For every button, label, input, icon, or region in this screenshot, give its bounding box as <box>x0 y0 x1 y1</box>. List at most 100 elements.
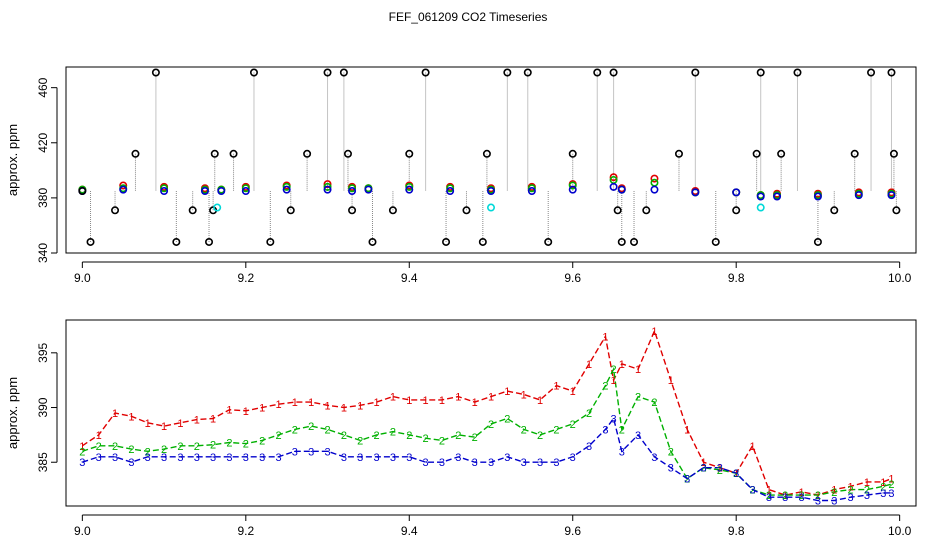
series-marker-2: 2 <box>96 441 102 453</box>
series-marker-3: 3 <box>684 474 690 486</box>
bottom-plot-y-tick-label: 385 <box>36 452 50 472</box>
series-marker-3: 3 <box>733 468 739 480</box>
series-marker-3: 3 <box>112 452 118 464</box>
top-plot-x-tick-label: 9.0 <box>74 271 91 285</box>
series-marker-3: 3 <box>145 452 151 464</box>
data-point-black <box>78 187 87 196</box>
data-point-green <box>650 178 659 187</box>
series-marker-2: 2 <box>275 430 281 442</box>
series-marker-1: 1 <box>145 418 151 430</box>
data-point-black <box>172 237 181 246</box>
series-marker-1: 1 <box>423 395 429 407</box>
top-plot-x-tick-label: 9.6 <box>564 271 581 285</box>
data-point-blue <box>160 187 169 196</box>
series-marker-2: 2 <box>504 413 510 425</box>
series-marker-3: 3 <box>700 463 706 475</box>
series-marker-1: 1 <box>586 359 592 371</box>
series-marker-2: 2 <box>880 481 886 493</box>
series-marker-2: 2 <box>570 419 576 431</box>
data-point-black <box>867 68 876 77</box>
series-marker-3: 3 <box>455 452 461 464</box>
series-marker-3: 3 <box>521 457 527 469</box>
data-point-black <box>368 237 377 246</box>
series-marker-2: 2 <box>521 424 527 436</box>
bottom-plot-frame <box>65 319 917 507</box>
series-marker-1: 1 <box>341 403 347 415</box>
series-marker-1: 1 <box>651 326 657 338</box>
series-marker-2: 2 <box>357 435 363 447</box>
series-marker-2: 2 <box>79 446 85 458</box>
series-marker-1: 1 <box>749 441 755 453</box>
data-point-black <box>339 68 348 77</box>
series-marker-2: 2 <box>243 439 249 451</box>
data-point-green <box>348 184 357 193</box>
series-marker-1: 1 <box>799 487 805 499</box>
data-point-blue <box>854 191 863 200</box>
series-marker-2: 2 <box>210 440 216 452</box>
data-point-black <box>111 206 120 215</box>
data-point-black <box>151 68 160 77</box>
top-plot-stems <box>90 72 897 242</box>
series-marker-2: 2 <box>635 392 641 404</box>
data-point-black <box>229 149 238 158</box>
data-point-black <box>593 68 602 77</box>
data-point-black <box>830 206 839 215</box>
data-point-black <box>323 68 332 77</box>
series-marker-3: 3 <box>749 485 755 497</box>
series-marker-1: 1 <box>521 389 527 401</box>
top-plot-x-tick-label: 10.0 <box>888 271 912 285</box>
top-plot-frame <box>65 66 917 254</box>
data-point-black <box>756 68 765 77</box>
series-marker-2: 2 <box>668 446 674 458</box>
series-marker-3: 3 <box>815 496 821 508</box>
series-marker-3: 3 <box>848 492 854 504</box>
series-marker-1: 1 <box>96 430 102 442</box>
series-marker-2: 2 <box>586 408 592 420</box>
series-marker-3: 3 <box>79 457 85 469</box>
data-point-black <box>442 237 451 246</box>
series-marker-3: 3 <box>472 457 478 469</box>
series-marker-1: 1 <box>864 477 870 489</box>
series-marker-3: 3 <box>880 488 886 500</box>
series-marker-2: 2 <box>700 463 706 475</box>
top-plot-ylabel: approx. ppm <box>5 124 20 196</box>
data-point-blue <box>348 187 357 196</box>
series-marker-3: 3 <box>619 446 625 458</box>
series-marker-3: 3 <box>259 452 265 464</box>
data-point-red <box>119 181 128 190</box>
series-marker-1: 1 <box>275 399 281 411</box>
top-plot-x-tick-label: 9.8 <box>728 271 745 285</box>
data-point-black <box>131 149 140 158</box>
series-marker-2: 2 <box>619 424 625 436</box>
data-point-black <box>850 149 859 158</box>
series-marker-1: 1 <box>602 331 608 343</box>
series-marker-2: 2 <box>112 441 118 453</box>
series-marker-3: 3 <box>668 463 674 475</box>
series-marker-2: 2 <box>194 441 200 453</box>
data-point-green <box>405 182 414 191</box>
data-point-green <box>527 184 536 193</box>
series-marker-1: 1 <box>161 421 167 433</box>
chart-title: FEF_061209 CO2 Timeseries <box>388 10 548 24</box>
data-point-blue <box>241 187 250 196</box>
data-point-blue <box>773 192 782 201</box>
series-marker-1: 1 <box>888 474 894 486</box>
data-point-black <box>642 206 651 215</box>
series-marker-2: 2 <box>308 421 314 433</box>
data-point-red <box>650 174 659 183</box>
top-plot-marks <box>78 68 901 246</box>
series-marker-3: 3 <box>717 463 723 475</box>
series-marker-3: 3 <box>553 457 559 469</box>
data-point-black <box>813 237 822 246</box>
data-point-blue <box>486 187 495 196</box>
bottom-plot-x-tick-label: 9.4 <box>401 524 418 538</box>
series-marker-1: 1 <box>472 397 478 409</box>
series-marker-2: 2 <box>324 424 330 436</box>
series-marker-2: 2 <box>341 430 347 442</box>
series-marker-1: 1 <box>619 359 625 371</box>
series-marker-3: 3 <box>210 452 216 464</box>
series-marker-1: 1 <box>259 403 265 415</box>
data-point-black <box>752 149 761 158</box>
data-point-blue <box>282 185 291 194</box>
series-marker-1: 1 <box>611 375 617 387</box>
